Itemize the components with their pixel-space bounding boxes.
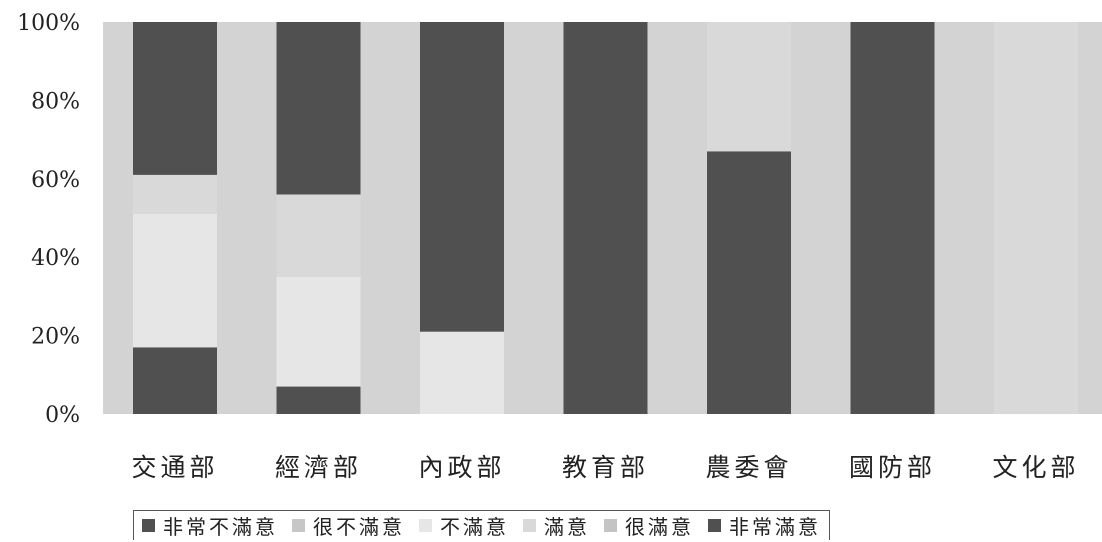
y-axis-ticks: 0% 20% 40% 60% 80% 100%: [17, 11, 80, 428]
bar-segment-0-series-3: [133, 174, 217, 215]
legend-swatch: [604, 519, 617, 532]
y-tick-label: 20%: [31, 325, 80, 350]
legend-label: 很不滿意: [313, 515, 405, 539]
bar-segment-0-series-0: [133, 347, 217, 414]
bar-segment-3-series-0: [563, 22, 648, 414]
legend-swatch: [708, 519, 721, 532]
legend-label: 非常滿意: [729, 515, 821, 539]
y-tick-label: 40%: [31, 246, 80, 271]
legend-item-2: 不滿意: [419, 511, 509, 540]
y-tick-label: 80%: [31, 89, 80, 114]
bar-segment-0-series-2: [133, 214, 217, 348]
bar-segment-5-series-0: [850, 22, 935, 414]
bar-segment-4-series-0: [707, 151, 791, 415]
bar-segment-1-series-2: [276, 276, 361, 387]
legend-item-1: 很不滿意: [292, 511, 405, 540]
x-category-label: 經濟部: [275, 453, 362, 482]
x-category-label: 國防部: [849, 453, 936, 482]
bars-group: [133, 22, 1078, 415]
legend: 非常不滿意 很不滿意 不滿意 滿意 很滿意 非常滿意: [133, 510, 830, 540]
legend-label: 很滿意: [625, 515, 694, 539]
legend-item-4: 很滿意: [604, 511, 694, 540]
legend-label: 滿意: [544, 515, 590, 539]
legend-swatch: [142, 519, 155, 532]
legend-item-3: 滿意: [523, 511, 590, 540]
bar-segment-1-series-0: [276, 386, 361, 414]
x-category-label: 農委會: [705, 453, 792, 482]
legend-item-5: 非常滿意: [708, 511, 821, 540]
bar-segment-1-series-3: [276, 194, 361, 277]
y-tick-label: 0%: [45, 403, 80, 428]
legend-swatch: [419, 519, 432, 532]
legend-swatch: [292, 519, 305, 532]
x-category-label: 交通部: [131, 453, 218, 482]
legend-label: 不滿意: [440, 515, 509, 539]
legend-item-0: 非常不滿意: [142, 511, 278, 540]
x-category-label: 教育部: [562, 453, 649, 482]
bar-segment-2-series-2: [420, 331, 504, 414]
bar-segment-1-series-5: [276, 22, 361, 195]
x-axis-labels: 交通部 經濟部 內政部 教育部 農委會 國防部 文化部: [131, 453, 1079, 482]
legend-swatch: [523, 519, 536, 532]
bar-segment-6-series-3: [994, 22, 1078, 414]
x-category-label: 內政部: [418, 453, 505, 482]
legend-label: 非常不滿意: [163, 515, 278, 539]
x-category-label: 文化部: [992, 453, 1079, 482]
y-tick-label: 60%: [31, 168, 80, 193]
bar-segment-2-series-5: [420, 22, 504, 332]
stacked-bar-chart: 0% 20% 40% 60% 80% 100% 交通部 經濟部 內政部 教育部 農委會 國防部 文化部: [17, 11, 1102, 482]
y-tick-label: 100%: [17, 11, 80, 36]
bar-segment-0-series-5: [133, 22, 217, 175]
bar-segment-4-series-3: [707, 22, 791, 152]
